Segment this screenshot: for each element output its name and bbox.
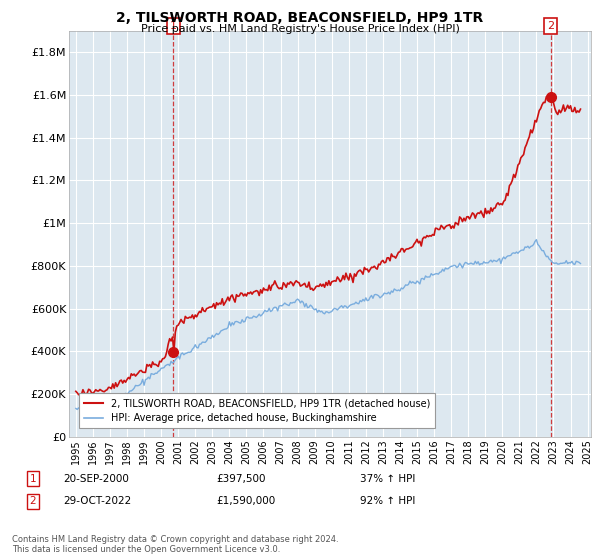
Text: 2: 2 xyxy=(29,496,37,506)
Text: 29-OCT-2022: 29-OCT-2022 xyxy=(63,496,131,506)
Text: 2: 2 xyxy=(547,21,554,31)
Text: 92% ↑ HPI: 92% ↑ HPI xyxy=(360,496,415,506)
Text: 37% ↑ HPI: 37% ↑ HPI xyxy=(360,474,415,484)
Text: 1: 1 xyxy=(170,21,177,31)
Text: £1,590,000: £1,590,000 xyxy=(216,496,275,506)
Text: Contains HM Land Registry data © Crown copyright and database right 2024.
This d: Contains HM Land Registry data © Crown c… xyxy=(12,535,338,554)
Text: 2, TILSWORTH ROAD, BEACONSFIELD, HP9 1TR: 2, TILSWORTH ROAD, BEACONSFIELD, HP9 1TR xyxy=(116,11,484,25)
Text: £397,500: £397,500 xyxy=(216,474,265,484)
Text: 20-SEP-2000: 20-SEP-2000 xyxy=(63,474,129,484)
Text: 1: 1 xyxy=(29,474,37,484)
Text: Price paid vs. HM Land Registry's House Price Index (HPI): Price paid vs. HM Land Registry's House … xyxy=(140,24,460,34)
Legend: 2, TILSWORTH ROAD, BEACONSFIELD, HP9 1TR (detached house), HPI: Average price, d: 2, TILSWORTH ROAD, BEACONSFIELD, HP9 1TR… xyxy=(79,393,436,428)
